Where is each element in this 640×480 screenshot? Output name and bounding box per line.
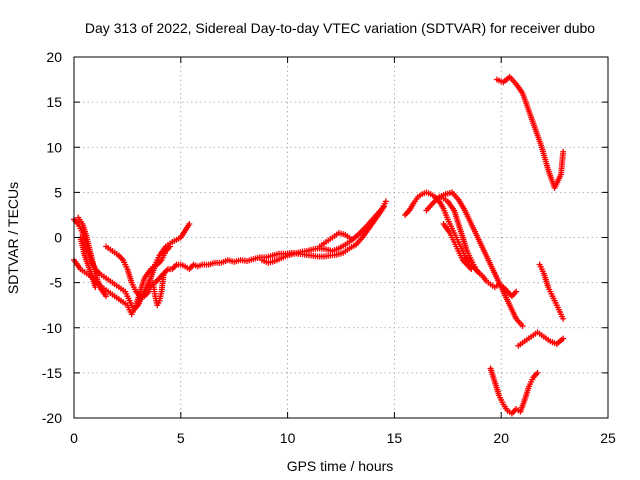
- axis-layer: 0 5 10 15 20 25 -20 -15 -10 -5 0 5 10 15 20: [42, 49, 616, 446]
- x-tick-label: 5: [177, 430, 185, 446]
- data-layer: [71, 73, 567, 417]
- data-point-track-g: [380, 203, 387, 210]
- series-track-d: [77, 234, 99, 291]
- x-axis-title: GPS time / hours: [287, 458, 394, 474]
- y-tick-label: 20: [46, 49, 62, 65]
- series-track-p: [515, 329, 567, 349]
- series-track-o: [536, 261, 567, 322]
- series-track-l: [440, 220, 475, 273]
- series-track-j: [423, 189, 526, 329]
- data-point-track-o: [560, 315, 567, 322]
- series-track-e: [103, 243, 167, 309]
- series-track-n: [487, 365, 541, 417]
- y-tick-label: 10: [46, 139, 62, 155]
- data-point-track-l: [468, 266, 475, 273]
- series-track-k: [438, 193, 483, 277]
- data-point-track-m: [560, 148, 567, 155]
- series-track-f: [152, 198, 389, 286]
- y-axis-title: SDTVAR / TECUs: [5, 182, 21, 294]
- x-tick-label: 0: [70, 430, 78, 446]
- data-point-track-i: [513, 288, 520, 295]
- y-tick-label: 15: [46, 94, 62, 110]
- series-track-g: [258, 203, 387, 266]
- x-tick-label: 20: [493, 430, 509, 446]
- data-point-track-b: [167, 243, 174, 250]
- data-point-track-d: [92, 284, 99, 291]
- data-point-track-p: [560, 335, 567, 342]
- chart-title: Day 313 of 2022, Sidereal Day-to-day VTE…: [85, 20, 595, 36]
- y-tick-label: 5: [54, 184, 62, 200]
- x-tick-label: 10: [280, 430, 296, 446]
- plot-frame: [73, 56, 609, 419]
- series-track-c: [75, 214, 110, 300]
- y-tick-label: 0: [54, 230, 62, 246]
- x-tick-label: 25: [600, 430, 616, 446]
- y-tick-label: -15: [42, 365, 62, 381]
- data-point-track-c: [103, 293, 110, 300]
- data-point-track-h: [348, 236, 355, 243]
- series-track-m: [493, 73, 567, 191]
- y-tick-label: -20: [42, 410, 62, 426]
- data-point-track-j: [519, 322, 526, 329]
- y-tick-label: -5: [50, 275, 63, 291]
- y-tick-label: -10: [42, 320, 62, 336]
- data-point-track-a: [186, 220, 193, 227]
- data-point-track-k: [476, 270, 483, 277]
- series-track-h: [316, 229, 355, 250]
- data-point-track-n: [534, 369, 541, 376]
- data-point-track-f: [382, 198, 389, 205]
- x-tick-label: 15: [387, 430, 403, 446]
